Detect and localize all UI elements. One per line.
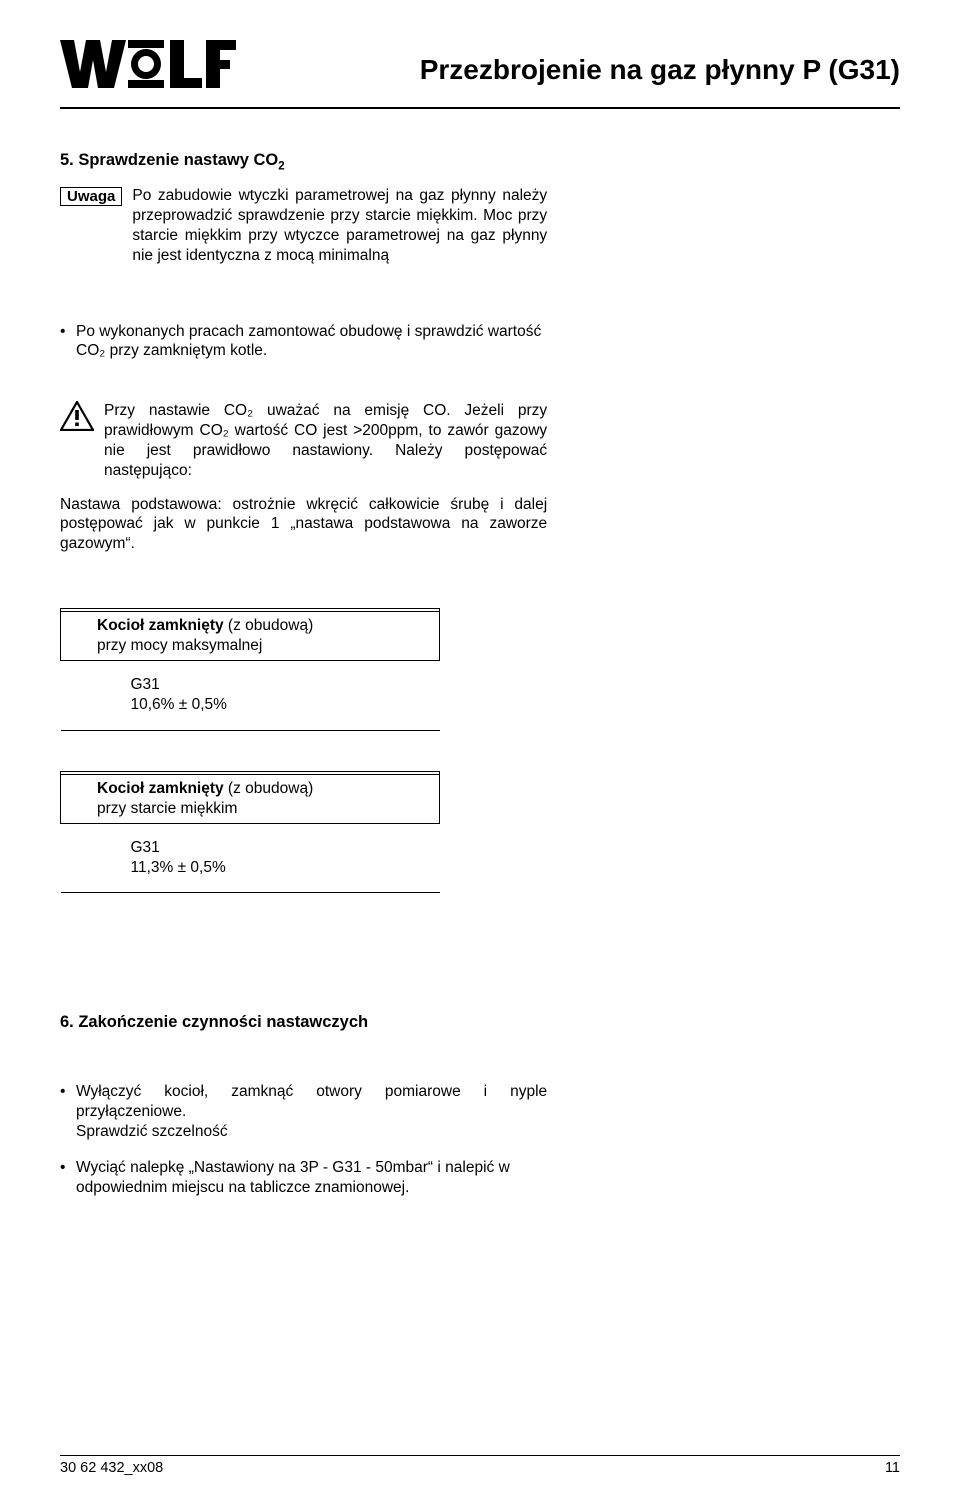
warning-text: Przy nastawie CO₂ uważać na emisję CO. J… [104,401,547,480]
section6-bullet1-body: Wyłączyć kocioł, zamknąć otwory pomiarow… [76,1082,547,1141]
section6-bullet2-text: Wyciąć nalepkę „Nastawiony na 3P - G31 -… [76,1158,547,1198]
section5-bullet-text: Po wykonanych pracach zamontować obudowę… [76,322,547,362]
section6: 6. Zakończenie czynności nastawczych • W… [60,1013,547,1197]
uwaga-block: Uwaga Po zabudowie wtyczki parametrowej … [60,186,547,265]
footer-divider [60,1455,900,1456]
section6-bullet1a: Wyłączyć kocioł, zamknąć otwory pomiarow… [76,1082,547,1122]
section6-bullet1b: Sprawdzić szczelność [76,1123,228,1140]
table1-head-bold: Kocioł zamknięty [97,617,224,634]
section5-follow-text: Nastawa podstawowa: ostrożnie wkręcić ca… [60,495,547,554]
table1-head-line2: przy mocy maksymalnej [97,637,262,654]
section5-heading-sub: 2 [278,160,284,172]
bullet-dot: • [60,322,68,362]
section5-bullet: • Po wykonanych pracach zamontować obudo… [60,322,547,362]
section6-bullet1: • Wyłączyć kocioł, zamknąć otwory pomiar… [60,1082,547,1141]
table2-head-line2: przy starcie miękkim [97,800,237,817]
table2-head-rest: (z obudową) [224,780,314,797]
uwaga-text: Po zabudowie wtyczki parametrowej na gaz… [132,186,547,265]
table2-val-line1: G31 [131,839,160,856]
table1-head-rest: (z obudową) [224,617,314,634]
section5-heading-text: 5. Sprawdzenie nastawy CO [60,151,278,169]
uwaga-label: Uwaga [60,187,122,206]
bullet-dot: • [60,1158,68,1198]
wolf-logo [60,40,240,99]
page-header: Przezbrojenie na gaz płynny P (G31) [60,40,900,99]
table2-val-line2: 11,3% ± 0,5% [131,859,226,876]
footer-left: 30 62 432_xx08 [60,1460,163,1476]
warning-block: Przy nastawie CO₂ uważać na emisję CO. J… [60,401,547,480]
section6-heading: 6. Zakończenie czynności nastawczych [60,1013,547,1032]
table1-header: Kocioł zamknięty (z obudową) przy mocy m… [61,612,440,661]
page-title: Przezbrojenie na gaz płynny P (G31) [240,40,900,86]
table2-value: G31 11,3% ± 0,5% [61,823,440,892]
section6-bullet2: • Wyciąć nalepkę „Nastawiony na 3P - G31… [60,1158,547,1198]
table1-val-line1: G31 [131,676,160,693]
section5-heading: 5. Sprawdzenie nastawy CO2 [60,151,547,172]
table2-head-bold: Kocioł zamknięty [97,780,224,797]
main-content: 5. Sprawdzenie nastawy CO2 Uwaga Po zabu… [60,109,547,1197]
table1-val-line2: 10,6% ± 0,5% [131,696,227,713]
table2: Kocioł zamknięty (z obudową) przy starci… [60,771,547,894]
bullet-dot: • [60,1082,68,1141]
table1-value: G31 10,6% ± 0,5% [61,661,440,730]
footer-page-number: 11 [885,1460,900,1476]
page-footer: 30 62 432_xx08 11 [60,1455,900,1476]
table1: Kocioł zamknięty (z obudową) przy mocy m… [60,608,547,731]
warning-icon [60,401,94,431]
table2-header: Kocioł zamknięty (z obudową) przy starci… [61,774,440,823]
